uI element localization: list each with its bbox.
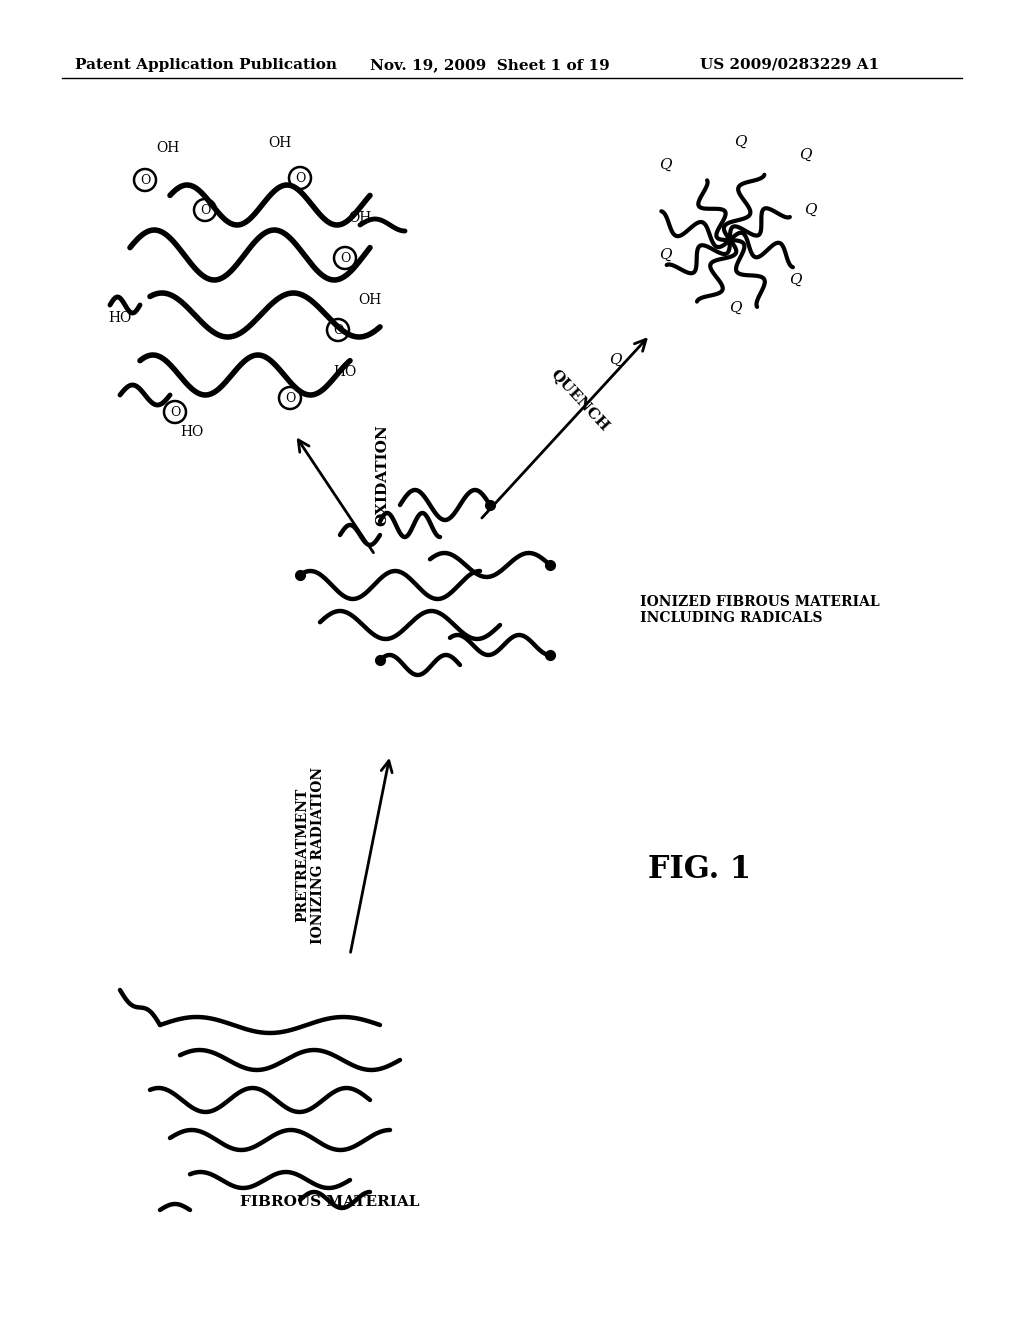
Text: OH: OH xyxy=(348,211,372,224)
Text: Nov. 19, 2009  Sheet 1 of 19: Nov. 19, 2009 Sheet 1 of 19 xyxy=(370,58,609,73)
Text: QUENCH: QUENCH xyxy=(548,367,612,433)
Text: FIG. 1: FIG. 1 xyxy=(648,854,752,886)
Text: Q: Q xyxy=(658,158,672,172)
Text: Patent Application Publication: Patent Application Publication xyxy=(75,58,337,73)
Text: FIBROUS MATERIAL: FIBROUS MATERIAL xyxy=(241,1195,420,1209)
Text: Q: Q xyxy=(729,301,741,315)
Text: OH: OH xyxy=(157,141,179,154)
Text: Q: Q xyxy=(608,352,622,367)
Text: Q: Q xyxy=(804,203,816,216)
Text: OH: OH xyxy=(358,293,382,308)
Text: OH: OH xyxy=(268,136,292,150)
Text: US 2009/0283229 A1: US 2009/0283229 A1 xyxy=(700,58,880,73)
Text: O: O xyxy=(340,252,350,264)
Text: O: O xyxy=(140,173,151,186)
Text: Q: Q xyxy=(734,135,746,149)
Text: O: O xyxy=(285,392,295,404)
Text: HO: HO xyxy=(180,425,204,440)
Text: HO: HO xyxy=(109,312,132,325)
Text: O: O xyxy=(333,323,343,337)
Text: Q: Q xyxy=(658,248,672,261)
Text: Q: Q xyxy=(788,273,801,286)
Text: IONIZED FIBROUS MATERIAL
INCLUDING RADICALS: IONIZED FIBROUS MATERIAL INCLUDING RADIC… xyxy=(640,595,880,626)
Text: HO: HO xyxy=(334,366,356,379)
Text: O: O xyxy=(200,203,210,216)
Text: OXIDATION: OXIDATION xyxy=(375,424,389,525)
Text: O: O xyxy=(295,172,305,185)
Text: PRETREATMENT
IONIZING RADIATION: PRETREATMENT IONIZING RADIATION xyxy=(295,767,325,944)
Text: O: O xyxy=(170,405,180,418)
Text: Q: Q xyxy=(799,148,811,162)
